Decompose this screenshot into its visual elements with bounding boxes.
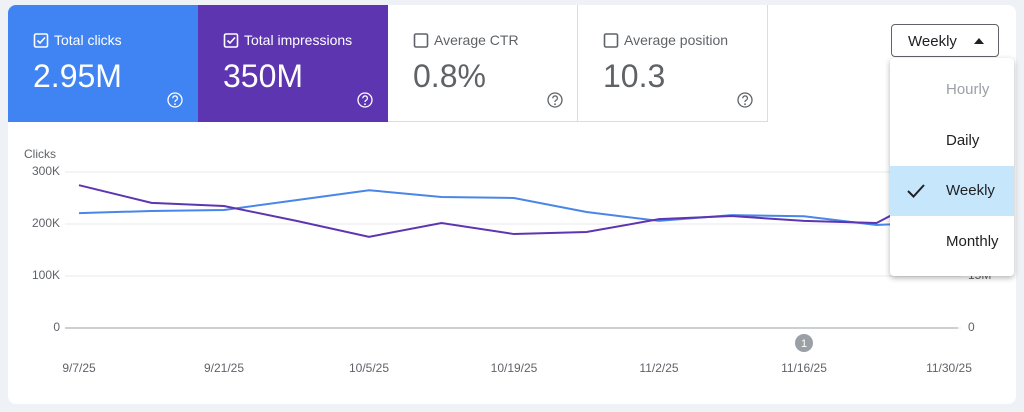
help-icon-dot	[174, 103, 176, 106]
help-icon	[737, 92, 753, 108]
metric-label: Total impressions	[244, 32, 353, 48]
x-tick-label: 10/5/25	[349, 361, 389, 375]
menu-option[interactable]: Daily	[890, 116, 1014, 166]
menu-option[interactable]: Monthly	[890, 217, 1014, 267]
checkmark	[36, 36, 46, 45]
tile-icons	[603, 33, 753, 108]
metric-value: 350M	[223, 58, 304, 94]
metric-tile[interactable]: Average position 10.3	[578, 5, 768, 122]
annotation-label: 1	[801, 338, 807, 350]
menu-option[interactable]: Weekly	[890, 166, 1014, 216]
x-tick-label: 11/16/25	[781, 361, 827, 375]
help-icon-dot	[364, 103, 366, 106]
metric-tile[interactable]: Average CTR 0.8%	[388, 5, 578, 122]
metric-label: Average position	[624, 32, 729, 48]
help-icon-mark	[552, 95, 558, 103]
help-icon	[167, 92, 183, 108]
metric-tile[interactable]: Total impressions 350M	[198, 5, 388, 122]
help-icon-mark	[742, 95, 748, 103]
help-icon	[547, 92, 563, 108]
tile-icons	[33, 33, 183, 108]
metric-label: Average CTR	[434, 32, 519, 48]
checkbox	[33, 33, 49, 48]
metric-value: 0.8%	[413, 58, 486, 94]
interval-dropdown-button[interactable]: Weekly	[891, 24, 999, 57]
y-tick-label: 0	[53, 320, 60, 334]
help-icon-mark	[172, 95, 178, 103]
y2-tick-label: 0	[968, 320, 975, 334]
x-tick-label: 11/30/25	[926, 361, 972, 375]
menu-option-label: Daily	[946, 131, 980, 149]
interval-menu: Hourly Daily Weekly Monthly	[890, 58, 1014, 276]
y-tick-label: 200K	[32, 216, 60, 230]
x-tick-label: 10/19/25	[491, 361, 538, 375]
checkbox	[223, 33, 239, 48]
dropdown-selected: Weekly	[908, 33, 957, 50]
metric-value: 10.3	[603, 58, 666, 94]
menu-option: Hourly	[890, 65, 1014, 115]
y-tick-label: 100K	[32, 268, 60, 282]
menu-option-label: Weekly	[946, 182, 995, 199]
metric-label: Total clicks	[54, 32, 122, 48]
metric-tile[interactable]: Total clicks 2.95M	[8, 5, 198, 122]
checkbox	[413, 33, 429, 48]
y-tick-label: 300K	[32, 164, 60, 178]
y-axis-label: Clicks	[24, 147, 56, 161]
tile-icons	[223, 33, 373, 108]
metric-value: 2.95M	[33, 58, 122, 94]
menu-option-label: Hourly	[946, 81, 990, 98]
tile-icons	[413, 33, 563, 108]
x-tick-label: 11/2/25	[639, 361, 678, 375]
check-icon	[907, 184, 925, 198]
check-path	[907, 184, 925, 198]
help-icon-dot	[744, 103, 746, 106]
help-icon-mark	[362, 95, 368, 103]
dropdown-arrow	[974, 38, 984, 44]
performance-card: Clicks 0100K200K300K015M9/7/259/21/2510/…	[8, 5, 1016, 404]
help-icon-dot	[554, 103, 556, 106]
checkbox	[603, 33, 619, 48]
annotation-marker	[795, 334, 813, 352]
menu-option-label: Monthly	[946, 232, 999, 250]
series-line	[78, 184, 950, 238]
x-tick-label: 9/7/25	[62, 361, 96, 375]
series-line	[78, 189, 950, 227]
checkmark	[226, 36, 236, 45]
help-icon	[357, 92, 373, 108]
x-tick-label: 9/21/25	[204, 361, 244, 375]
